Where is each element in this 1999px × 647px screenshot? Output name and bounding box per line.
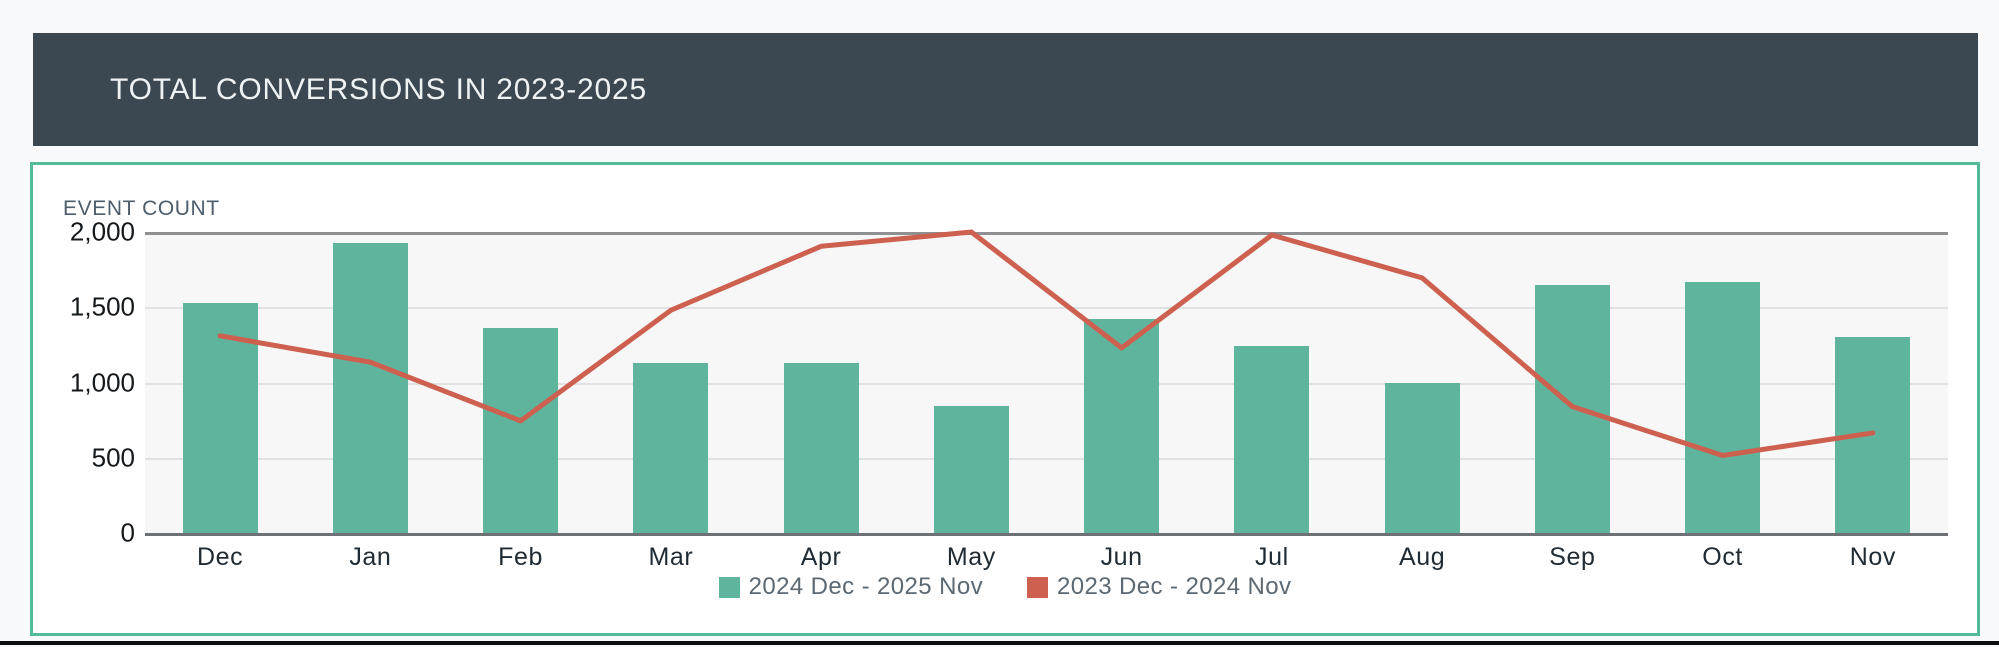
x-label-feb: Feb (498, 543, 544, 571)
gridline-500 (145, 457, 1948, 460)
bar-jun[interactable] (1084, 319, 1160, 533)
chart-header: TOTAL CONVERSIONS IN 2023-2025 (33, 33, 1978, 146)
bar-nov[interactable] (1835, 336, 1911, 533)
x-label-sep: Sep (1549, 543, 1596, 571)
bar-may[interactable] (933, 405, 1009, 533)
y-tick-label: 1,000 (69, 367, 135, 397)
x-label-mar: Mar (648, 543, 694, 571)
legend-swatch-line (1027, 576, 1048, 598)
x-label-aug: Aug (1398, 543, 1446, 571)
x-label-may: May (946, 543, 996, 571)
bar-feb[interactable] (483, 328, 559, 533)
bar-jul[interactable] (1234, 345, 1310, 533)
chart-title: TOTAL CONVERSIONS IN 2023-2025 (110, 72, 647, 106)
bar-oct[interactable] (1685, 281, 1761, 533)
y-axis-title: EVENT COUNT (63, 197, 220, 220)
gridline-0 (145, 533, 1948, 536)
bar-dec[interactable] (182, 302, 258, 533)
chart-card[interactable]: EVENT COUNT 2,000 1,500 1,000 500 0 Dec Jan Feb… (30, 162, 1980, 636)
x-label-jun: Jun (1100, 543, 1143, 571)
bar-apr[interactable] (783, 362, 859, 533)
gridline-1500 (145, 307, 1948, 310)
legend: 2024 Dec - 2025 Nov 2023 Dec - 2024 Nov (33, 573, 1977, 601)
y-tick-label: 500 (91, 442, 135, 473)
plot-area: 2,000 1,500 1,000 500 0 Dec Jan Feb Mar Apr May Jun… (70, 217, 1948, 571)
legend-swatch-bar (718, 576, 740, 598)
x-label-apr: Apr (800, 543, 842, 571)
legend-label: 2023 Dec - 2024 Nov (1057, 573, 1292, 600)
x-label-nov: Nov (1849, 543, 1897, 571)
bar-sep[interactable] (1534, 285, 1610, 533)
legend-item-line[interactable]: 2023 Dec - 2024 Nov (1027, 573, 1291, 601)
y-tick-label: 1,500 (69, 291, 135, 322)
line-series[interactable] (217, 229, 1876, 458)
gridline-2000 (145, 232, 1948, 235)
y-tick-label: 2,000 (69, 216, 135, 247)
legend-item-bar[interactable]: 2024 Dec - 2025 Nov (718, 573, 983, 601)
x-label-oct: Oct (1702, 543, 1743, 571)
bottom-divider (0, 641, 1999, 645)
y-tick-label: 0 (120, 517, 135, 548)
x-label-jan: Jan (349, 543, 392, 571)
x-label-jul: Jul (1254, 543, 1289, 571)
bar-mar[interactable] (633, 362, 709, 533)
x-label-dec: Dec (196, 543, 244, 571)
bar-jan[interactable] (332, 242, 408, 533)
gridline-1000 (145, 382, 1948, 385)
bar-aug[interactable] (1384, 382, 1460, 533)
legend-label: 2024 Dec - 2025 Nov (748, 573, 983, 600)
